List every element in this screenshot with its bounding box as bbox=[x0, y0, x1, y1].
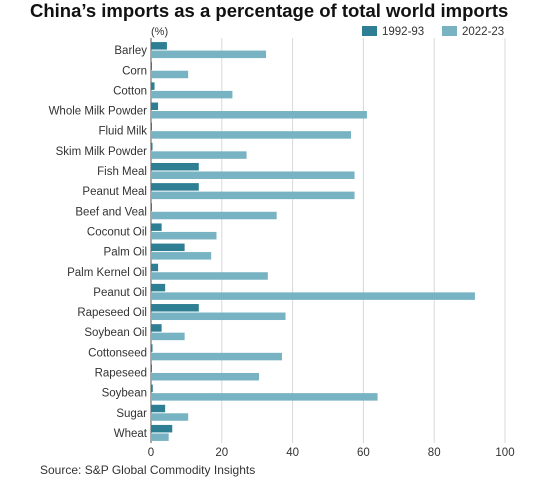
category-label: Skim Milk Powder bbox=[56, 146, 148, 158]
x-tick-label: 40 bbox=[286, 447, 299, 459]
category-label: Peanut Meal bbox=[82, 186, 147, 198]
bar-2022-23 bbox=[151, 372, 259, 381]
category-label: Fish Meal bbox=[97, 166, 147, 178]
legend-swatch bbox=[442, 26, 457, 36]
unit-label: (%) bbox=[151, 26, 168, 38]
x-tick-label: 60 bbox=[357, 447, 370, 459]
category-label: Soybean bbox=[102, 388, 147, 400]
bar-2022-23 bbox=[151, 272, 268, 280]
bar-1992-93 bbox=[151, 424, 173, 433]
bar-1992-93 bbox=[151, 364, 152, 372]
legend-swatch bbox=[362, 26, 377, 36]
category-label: Palm Kernel Oil bbox=[67, 267, 147, 279]
bar-2022-23 bbox=[151, 90, 233, 99]
x-tick-labels: 0 20 40 60 80 100 bbox=[148, 447, 515, 459]
bar-1992-93 bbox=[151, 344, 153, 352]
category-label: Sugar bbox=[116, 408, 147, 420]
bar-2022-23 bbox=[151, 352, 282, 361]
category-label: Soybean Oil bbox=[84, 327, 147, 339]
bar-1992-93 bbox=[151, 42, 167, 50]
category-label: Rapeseed bbox=[95, 368, 147, 380]
bar-1992-93 bbox=[151, 62, 152, 70]
x-tick-label: 80 bbox=[428, 447, 441, 459]
legend: 1992-93 2022-23 bbox=[362, 26, 504, 38]
bar-1992-93 bbox=[151, 122, 152, 131]
category-label: Whole Milk Powder bbox=[49, 106, 148, 118]
category-label: Cotton bbox=[113, 85, 147, 97]
legend-label: 2022-23 bbox=[462, 26, 504, 38]
bar-1992-93 bbox=[151, 283, 166, 292]
category-label: Rapeseed Oil bbox=[77, 307, 147, 319]
category-label: Fluid Milk bbox=[98, 126, 147, 138]
bar-1992-93 bbox=[151, 223, 162, 231]
category-label: Beef and Veal bbox=[75, 206, 147, 218]
bar-1992-93 bbox=[151, 102, 159, 111]
category-labels: Barley Corn Cotton Whole Milk Powder Fluid M… bbox=[49, 45, 148, 440]
bar-2022-23 bbox=[151, 50, 267, 59]
bar-2022-23 bbox=[151, 151, 247, 159]
source-note: Source: S&P Global Commodity Insights bbox=[40, 463, 256, 477]
bar-2022-23 bbox=[151, 211, 277, 220]
bar-2022-23 bbox=[151, 131, 352, 139]
bar-2022-23 bbox=[151, 70, 189, 79]
bar-2022-23 bbox=[151, 393, 378, 401]
legend-label: 1992-93 bbox=[382, 26, 424, 38]
bar-2022-23 bbox=[151, 231, 217, 240]
bar-2022-23 bbox=[151, 433, 169, 441]
category-label: Cottonseed bbox=[88, 347, 147, 359]
category-label: Wheat bbox=[114, 428, 148, 440]
bar-1992-93 bbox=[151, 243, 185, 252]
bar-2022-23 bbox=[151, 332, 185, 341]
grid-lines bbox=[150, 38, 506, 443]
bar-2022-23 bbox=[151, 191, 355, 200]
x-tick-label: 100 bbox=[495, 447, 514, 459]
category-label: Coconut Oil bbox=[87, 226, 147, 238]
bar-1992-93 bbox=[151, 183, 199, 191]
bar-2022-23 bbox=[151, 171, 355, 179]
bar-2022-23 bbox=[151, 413, 189, 421]
bar-1992-93 bbox=[151, 404, 166, 413]
bar-1992-93 bbox=[151, 384, 153, 393]
bar-2022-23 bbox=[151, 111, 367, 119]
category-label: Corn bbox=[122, 65, 147, 77]
x-tick-label: 0 bbox=[148, 447, 154, 459]
bar-1992-93 bbox=[151, 203, 152, 211]
x-tick-label: 20 bbox=[215, 447, 228, 459]
bars bbox=[151, 42, 475, 441]
bar-1992-93 bbox=[151, 142, 153, 151]
category-label: Barley bbox=[114, 45, 147, 57]
bar-2022-23 bbox=[151, 292, 475, 300]
chart-title: China’s imports as a percentage of total… bbox=[30, 0, 509, 21]
bar-2022-23 bbox=[151, 252, 212, 260]
bar-1992-93 bbox=[151, 263, 159, 272]
bar-1992-93 bbox=[151, 82, 155, 90]
category-label: Peanut Oil bbox=[93, 287, 147, 299]
category-label: Palm Oil bbox=[104, 247, 147, 259]
bar-2022-23 bbox=[151, 312, 286, 321]
bar-1992-93 bbox=[151, 324, 162, 332]
bar-1992-93 bbox=[151, 162, 199, 171]
bar-1992-93 bbox=[151, 304, 199, 312]
